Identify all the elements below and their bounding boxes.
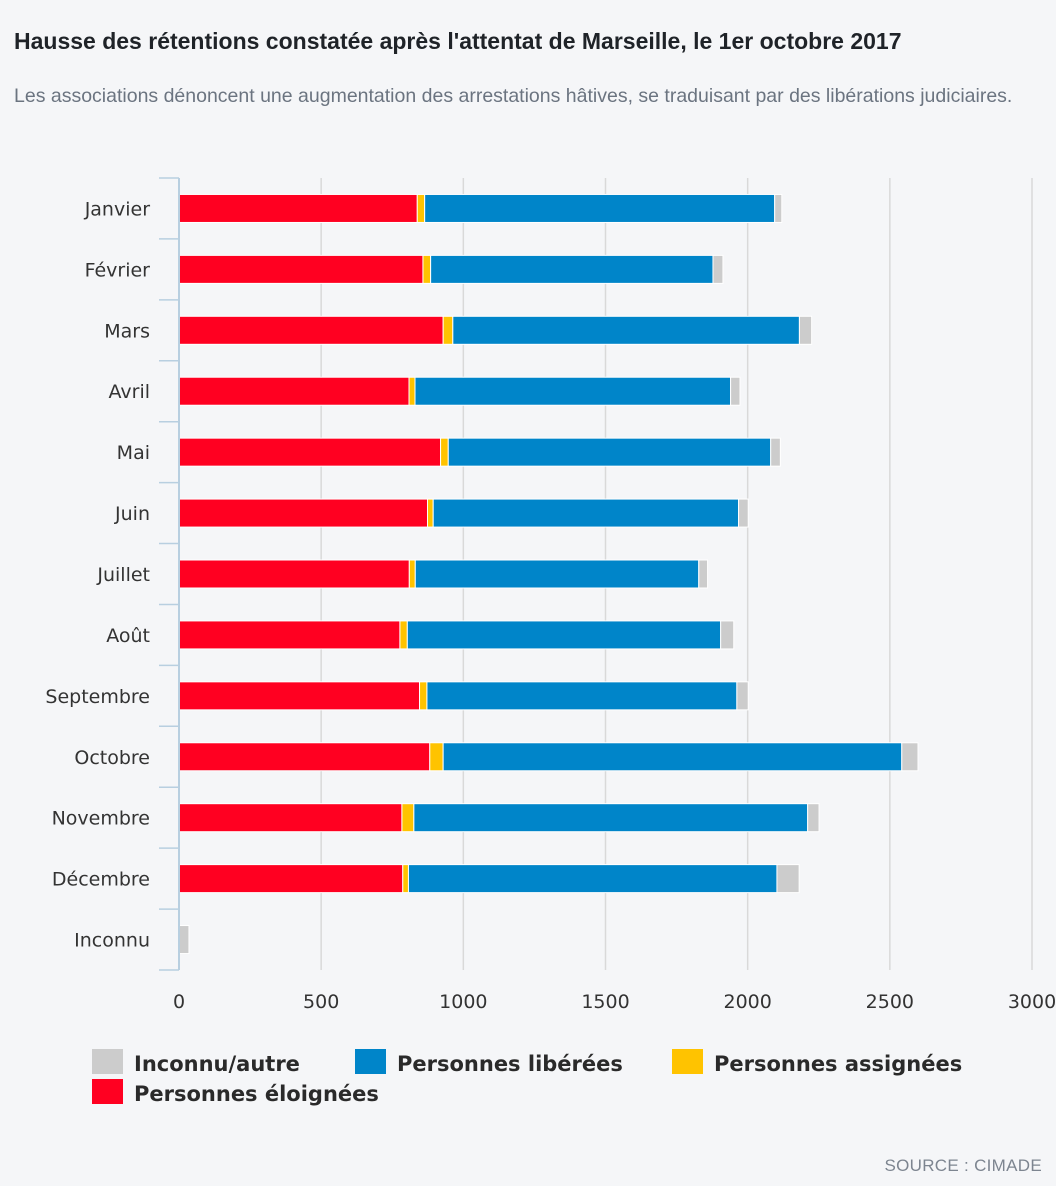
category-label: Février — [85, 259, 151, 281]
bar-segment-inconnu — [770, 437, 781, 467]
bar-segment-liberees — [407, 864, 778, 894]
bar-segment-liberees — [414, 376, 732, 406]
bar-segment-inconnu — [698, 559, 709, 589]
bar-segment-eloignees — [178, 376, 410, 406]
stacked-bar-chart: Janvier Février Mars Avril Mai Juin Juillet Aoû… — [45, 177, 1056, 1106]
bar-segment-inconnu — [776, 864, 800, 894]
bar-segment-assignees — [402, 864, 409, 894]
bar-segment-eloignees — [178, 193, 418, 223]
bar-segment-assignees — [408, 376, 416, 406]
bar-segment-assignees — [429, 742, 444, 772]
bar-segment-liberees — [442, 742, 903, 772]
bar-segment-inconnu — [720, 620, 735, 650]
bar-segment-inconnu — [807, 803, 820, 833]
y-axis — [159, 177, 180, 971]
legend-swatch-eloignees — [92, 1079, 123, 1104]
legend-label-assignees: Personnes assignées — [714, 1052, 962, 1076]
bar-segment-liberees — [424, 193, 776, 223]
category-label: Août — [106, 625, 150, 647]
category-label: Janvier — [84, 198, 151, 220]
x-tick-label: 2500 — [866, 991, 914, 1013]
category-label: Inconnu — [74, 930, 150, 952]
bar-segment-inconnu — [712, 254, 724, 284]
bar-segment-assignees — [422, 254, 432, 284]
bar-segment-eloignees — [178, 742, 431, 772]
legend: Inconnu/autre Personnes libérées Personnes… — [92, 1049, 962, 1106]
bar-segment-assignees — [440, 437, 449, 467]
bar-segment-eloignees — [178, 498, 429, 528]
bar-segment-eloignees — [178, 620, 401, 650]
bar-segment-eloignees — [178, 803, 403, 833]
bar-segment-assignees — [416, 193, 426, 223]
chart-subtitle: Les associations dénoncent une augmentat… — [14, 85, 1013, 107]
bar-segment-eloignees — [178, 437, 442, 467]
legend-label-eloignees: Personnes éloignées — [134, 1082, 379, 1106]
category-label: Décembre — [52, 869, 150, 891]
bar-segment-assignees — [399, 620, 408, 650]
bar-segment-liberees — [413, 803, 809, 833]
legend-label-liberees: Personnes libérées — [397, 1052, 623, 1076]
bar-segment-liberees — [447, 437, 772, 467]
bar-segment-eloignees — [178, 864, 404, 894]
bar-segment-inconnu — [798, 315, 813, 345]
bars — [178, 193, 919, 955]
category-label: Juin — [114, 503, 150, 525]
bar-segment-inconnu — [738, 498, 749, 528]
legend-swatch-inconnu — [92, 1049, 123, 1074]
bar-segment-eloignees — [178, 681, 421, 711]
bar-segment-assignees — [408, 559, 416, 589]
x-tick-label: 0 — [173, 991, 185, 1013]
x-tick-labels: 0 500 1000 1500 2000 2500 3000 — [173, 991, 1056, 1013]
source-note: SOURCE : CIMADE — [884, 1156, 1042, 1175]
category-label: Mai — [117, 442, 150, 464]
bar-segment-eloignees — [178, 559, 410, 589]
category-label: Juillet — [96, 564, 150, 586]
x-tick-label: 2000 — [723, 991, 771, 1013]
bar-segment-inconnu — [178, 925, 190, 955]
bar-segment-eloignees — [178, 315, 444, 345]
bar-segment-liberees — [406, 620, 722, 650]
bar-segment-assignees — [427, 498, 434, 528]
category-label: Mars — [104, 320, 150, 342]
bar-segment-inconnu — [736, 681, 749, 711]
bar-segment-liberees — [426, 681, 738, 711]
bar-segment-liberees — [452, 315, 800, 345]
legend-swatch-assignees — [672, 1049, 703, 1074]
bar-segment-inconnu — [730, 376, 741, 406]
legend-label-inconnu: Inconnu/autre — [134, 1052, 300, 1076]
category-label: Octobre — [74, 747, 150, 769]
bar-segment-assignees — [419, 681, 428, 711]
bar-segment-inconnu — [901, 742, 919, 772]
category-label: Septembre — [45, 686, 150, 708]
legend-swatch-liberees — [355, 1049, 386, 1074]
x-tick-label: 1000 — [439, 991, 487, 1013]
category-label: Avril — [109, 381, 151, 403]
bar-segment-inconnu — [774, 193, 783, 223]
x-tick-label: 3000 — [1008, 991, 1056, 1013]
bar-segment-assignees — [442, 315, 454, 345]
chart-title: Hausse des rétentions constatée après l'… — [14, 28, 902, 54]
category-label: Novembre — [52, 808, 150, 830]
bar-segment-liberees — [432, 498, 740, 528]
bar-segment-liberees — [430, 254, 714, 284]
category-labels: Janvier Février Mars Avril Mai Juin Juillet Aoû… — [45, 198, 150, 951]
x-tick-label: 500 — [303, 991, 339, 1013]
bar-segment-assignees — [401, 803, 415, 833]
x-tick-label: 1500 — [581, 991, 629, 1013]
bar-segment-liberees — [414, 559, 700, 589]
bar-segment-eloignees — [178, 254, 424, 284]
